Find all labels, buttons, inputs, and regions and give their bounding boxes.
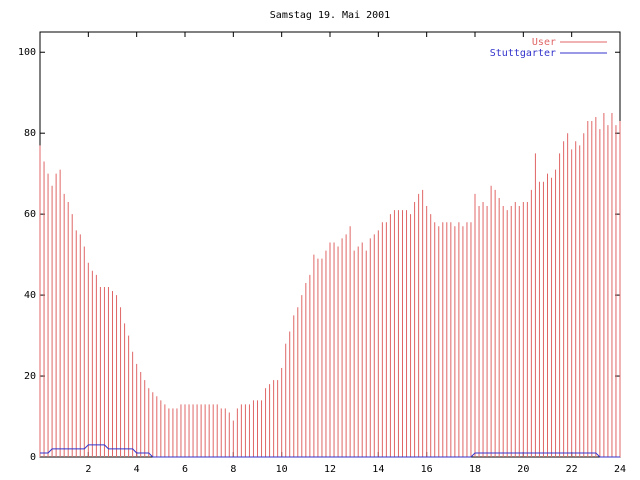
x-tick-label: 6 xyxy=(182,464,188,475)
x-tick-label: 22 xyxy=(566,464,578,475)
y-tick-label: 80 xyxy=(24,128,36,139)
x-tick-label: 16 xyxy=(421,464,433,475)
x-tick-label: 10 xyxy=(276,464,288,475)
x-tick-label: 18 xyxy=(469,464,481,475)
y-tick-label: 40 xyxy=(24,290,36,301)
chart-title: Samstag 19. Mai 2001 xyxy=(270,10,390,21)
line xyxy=(40,444,620,458)
y-tick-label: 60 xyxy=(24,209,36,220)
x-tick-label: 14 xyxy=(372,464,384,475)
x-tick-label: 24 xyxy=(614,464,626,475)
legend-label: User xyxy=(532,37,556,48)
legend-label: Stuttgarter xyxy=(490,48,556,59)
x-tick-label: 8 xyxy=(230,464,236,475)
x-tick-label: 12 xyxy=(324,464,336,475)
x-tick-label: 2 xyxy=(85,464,91,475)
y-tick-label: 0 xyxy=(30,452,36,463)
x-tick-label: 20 xyxy=(517,464,529,475)
y-tick-label: 20 xyxy=(24,371,36,382)
y-tick-label: 100 xyxy=(18,47,36,58)
x-tick-label: 4 xyxy=(134,464,140,475)
